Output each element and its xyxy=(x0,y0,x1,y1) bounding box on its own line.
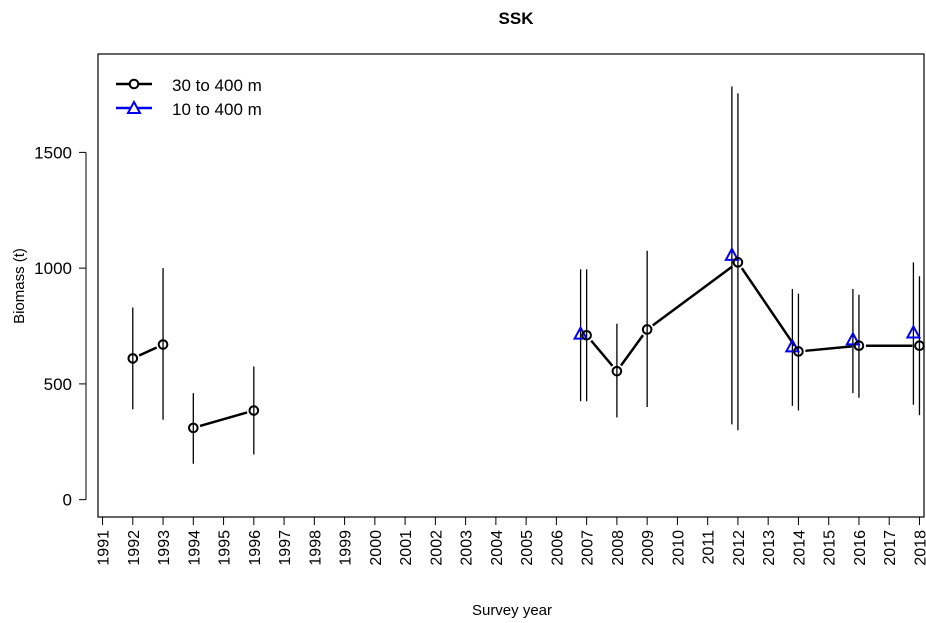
plot-frame xyxy=(97,53,925,518)
y-tick-label: 0 xyxy=(63,491,72,510)
x-tick-label: 2001 xyxy=(398,530,415,566)
y-axis-label: Biomass (t) xyxy=(11,248,28,324)
x-axis-label: Survey year xyxy=(472,602,552,619)
data-point-series-1 xyxy=(157,339,169,350)
series-line-segment xyxy=(805,345,853,353)
data-point-series-2 xyxy=(784,338,801,353)
x-tick-label: 2015 xyxy=(822,530,839,566)
legend-marker-series-2 xyxy=(126,99,142,114)
x-tick-label: 2014 xyxy=(791,530,808,566)
x-tick-label: 1993 xyxy=(156,530,173,566)
y-axis: 0 500 1000 1500 xyxy=(34,143,87,510)
y-tick-label: 1500 xyxy=(34,143,72,162)
x-tick-label: 2006 xyxy=(549,530,566,566)
x-tick-label: 1991 xyxy=(96,530,113,566)
series-line-segment xyxy=(138,346,158,357)
x-tick-label: 1999 xyxy=(338,530,355,566)
data-point-series-1 xyxy=(914,340,925,351)
series-line-segment xyxy=(740,267,796,347)
data-point-series-1 xyxy=(853,340,865,351)
x-tick-label: 2011 xyxy=(701,530,718,565)
x-tick-label: 1998 xyxy=(307,530,324,566)
x-tick-label: 2013 xyxy=(761,530,778,566)
legend-label-series-2: 10 to 400 m xyxy=(172,100,262,119)
legend: 30 to 400 m 10 to 400 m xyxy=(116,76,262,119)
data-point-series-2 xyxy=(845,331,861,346)
legend-label-series-1: 30 to 400 m xyxy=(172,76,262,95)
x-tick-label: 1994 xyxy=(186,530,203,566)
x-tick-label: 2017 xyxy=(882,530,899,566)
data-point-series-1 xyxy=(611,365,623,377)
x-tick-label: 2009 xyxy=(640,530,657,566)
data-point-series-1 xyxy=(641,324,653,335)
x-tick-label: 2003 xyxy=(459,530,476,566)
x-axis: 1991 1992 1993 1994 1995 1996 1997 1998 1999 2000… xyxy=(96,516,926,566)
data-point-series-1 xyxy=(793,346,804,357)
series-line-segment xyxy=(619,334,645,367)
chart-title: SSK xyxy=(499,9,535,28)
x-tick-label: 2008 xyxy=(610,530,627,566)
data-point-series-1 xyxy=(581,329,592,341)
x-tick-label: 1992 xyxy=(126,530,143,566)
data-point-series-1 xyxy=(188,422,199,434)
x-tick-label: 2018 xyxy=(912,530,926,566)
x-tick-label: 2012 xyxy=(731,530,748,566)
x-tick-label: 1995 xyxy=(217,530,234,566)
x-tick-label: 1997 xyxy=(277,530,294,566)
data-point-series-1 xyxy=(732,257,744,268)
series-line-segment xyxy=(652,265,734,327)
data-point-series-2 xyxy=(724,246,740,261)
x-tick-label: 2007 xyxy=(580,530,597,566)
x-tick-label: 2000 xyxy=(368,530,385,566)
x-tick-label: 2005 xyxy=(519,530,536,566)
data-point-series-1 xyxy=(248,405,260,416)
x-tick-label: 1996 xyxy=(247,530,264,566)
data-marks xyxy=(127,86,925,464)
data-point-series-2 xyxy=(905,324,922,339)
y-tick-label: 1000 xyxy=(34,259,72,278)
x-tick-label: 2010 xyxy=(670,530,687,566)
series-line-segment xyxy=(199,411,248,428)
legend-marker-series-1 xyxy=(128,78,140,90)
series-line-segment xyxy=(590,339,614,367)
y-tick-label: 500 xyxy=(44,375,72,394)
data-point-series-1 xyxy=(127,353,139,364)
x-tick-label: 2002 xyxy=(428,530,445,566)
x-tick-label: 2004 xyxy=(489,530,506,566)
x-tick-label: 2016 xyxy=(852,530,869,566)
